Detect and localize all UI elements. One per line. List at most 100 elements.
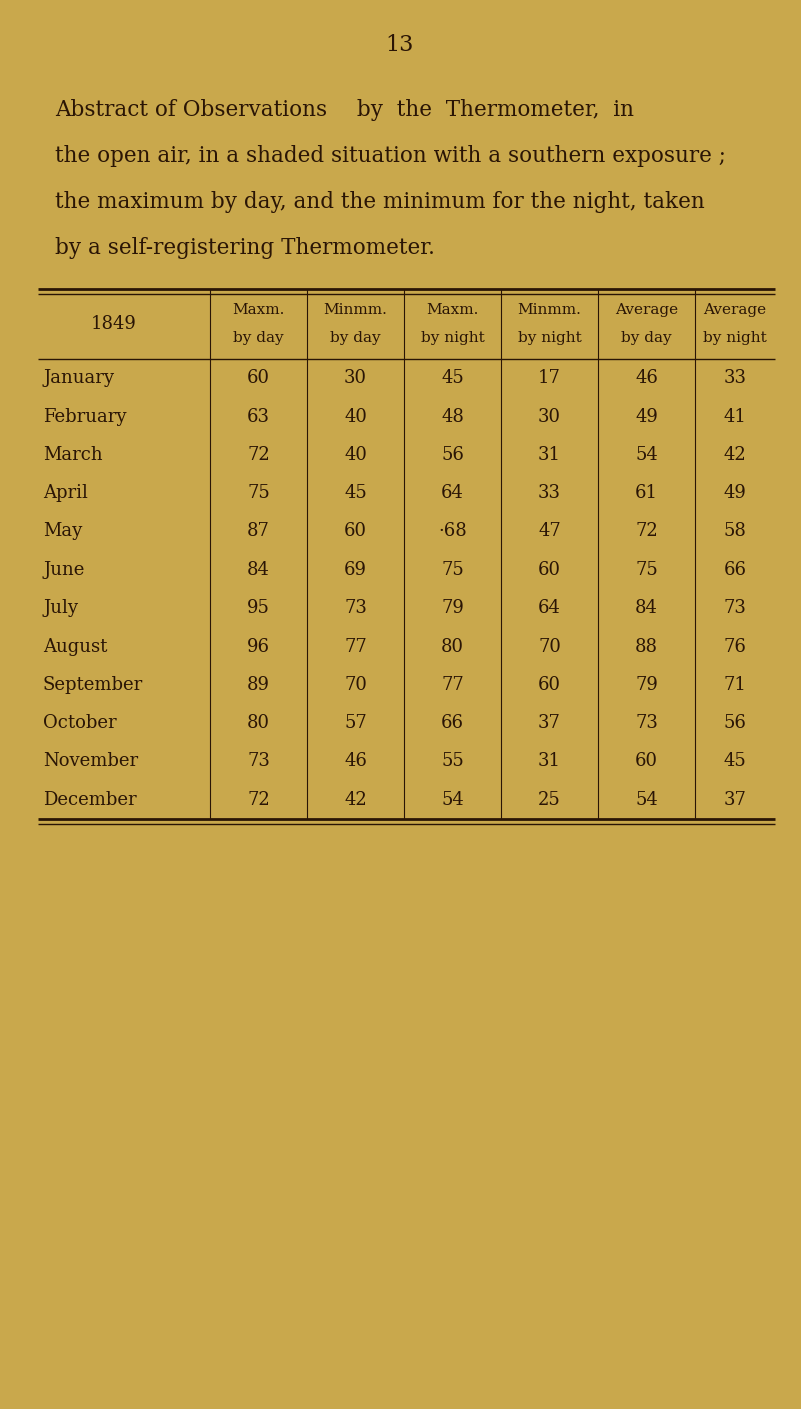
Text: August: August <box>43 637 107 655</box>
Text: 73: 73 <box>635 714 658 733</box>
Text: December: December <box>43 790 137 809</box>
Text: the maximum by day, and the minimum for the night, taken: the maximum by day, and the minimum for … <box>55 192 705 213</box>
Text: 49: 49 <box>723 485 747 502</box>
Text: 41: 41 <box>723 407 747 426</box>
Text: by a self-registering Thermometer.: by a self-registering Thermometer. <box>55 237 435 259</box>
Text: 25: 25 <box>538 790 561 809</box>
Text: November: November <box>43 752 138 771</box>
Text: 31: 31 <box>538 752 561 771</box>
Text: September: September <box>43 676 143 693</box>
Text: 87: 87 <box>247 523 270 541</box>
Text: 64: 64 <box>441 485 464 502</box>
Text: Minmm.: Minmm. <box>517 303 582 317</box>
Text: Maxm.: Maxm. <box>232 303 284 317</box>
Text: 60: 60 <box>635 752 658 771</box>
Text: 75: 75 <box>635 561 658 579</box>
Text: 71: 71 <box>723 676 747 693</box>
Text: Maxm.: Maxm. <box>426 303 479 317</box>
Text: 60: 60 <box>538 676 561 693</box>
Text: 56: 56 <box>723 714 747 733</box>
Text: 58: 58 <box>723 523 747 541</box>
Text: 56: 56 <box>441 445 464 464</box>
Text: 54: 54 <box>441 790 464 809</box>
Text: 60: 60 <box>247 369 270 387</box>
Text: 72: 72 <box>248 445 270 464</box>
Text: 77: 77 <box>344 637 367 655</box>
Text: 60: 60 <box>538 561 561 579</box>
Text: 88: 88 <box>635 637 658 655</box>
Text: Minmm.: Minmm. <box>324 303 388 317</box>
Text: March: March <box>43 445 103 464</box>
Text: 46: 46 <box>344 752 367 771</box>
Text: by day: by day <box>233 331 284 345</box>
Text: 75: 75 <box>248 485 270 502</box>
Text: ·68: ·68 <box>438 523 467 541</box>
Text: 84: 84 <box>247 561 270 579</box>
Text: 40: 40 <box>344 445 367 464</box>
Text: 42: 42 <box>344 790 367 809</box>
Text: 89: 89 <box>247 676 270 693</box>
Text: Average: Average <box>615 303 678 317</box>
Text: 33: 33 <box>538 485 561 502</box>
Text: 33: 33 <box>723 369 747 387</box>
Text: 61: 61 <box>635 485 658 502</box>
Text: 66: 66 <box>441 714 464 733</box>
Text: 46: 46 <box>635 369 658 387</box>
Text: May: May <box>43 523 83 541</box>
Text: 72: 72 <box>635 523 658 541</box>
Text: by  the  Thermometer,  in: by the Thermometer, in <box>350 99 634 121</box>
Text: 70: 70 <box>344 676 367 693</box>
Text: 73: 73 <box>247 752 270 771</box>
Text: 72: 72 <box>248 790 270 809</box>
Text: 54: 54 <box>635 790 658 809</box>
Text: 60: 60 <box>344 523 367 541</box>
Text: by night: by night <box>703 331 767 345</box>
Text: 73: 73 <box>344 599 367 617</box>
Text: 45: 45 <box>441 369 464 387</box>
Text: by night: by night <box>421 331 485 345</box>
Text: 45: 45 <box>723 752 747 771</box>
Text: 30: 30 <box>538 407 561 426</box>
Text: 80: 80 <box>247 714 270 733</box>
Text: 66: 66 <box>723 561 747 579</box>
Text: 57: 57 <box>344 714 367 733</box>
Text: 37: 37 <box>538 714 561 733</box>
Text: 30: 30 <box>344 369 367 387</box>
Text: July: July <box>43 599 78 617</box>
Text: 79: 79 <box>441 599 464 617</box>
Text: 75: 75 <box>441 561 464 579</box>
Text: 40: 40 <box>344 407 367 426</box>
Text: June: June <box>43 561 84 579</box>
Text: January: January <box>43 369 114 387</box>
Text: 1849: 1849 <box>91 316 137 333</box>
Text: 45: 45 <box>344 485 367 502</box>
Text: 64: 64 <box>538 599 561 617</box>
Text: February: February <box>43 407 127 426</box>
Text: 13: 13 <box>386 34 414 56</box>
Text: by day: by day <box>622 331 672 345</box>
Text: 48: 48 <box>441 407 464 426</box>
Text: 17: 17 <box>538 369 561 387</box>
Text: 80: 80 <box>441 637 464 655</box>
Text: 49: 49 <box>635 407 658 426</box>
Text: 70: 70 <box>538 637 561 655</box>
Text: 73: 73 <box>723 599 747 617</box>
Text: 42: 42 <box>723 445 747 464</box>
Text: by day: by day <box>330 331 380 345</box>
Text: 69: 69 <box>344 561 367 579</box>
Text: October: October <box>43 714 117 733</box>
Text: 84: 84 <box>635 599 658 617</box>
Text: April: April <box>43 485 88 502</box>
Text: 31: 31 <box>538 445 561 464</box>
Text: Average: Average <box>703 303 767 317</box>
Text: 79: 79 <box>635 676 658 693</box>
Text: by night: by night <box>517 331 582 345</box>
Text: 47: 47 <box>538 523 561 541</box>
Text: 77: 77 <box>441 676 464 693</box>
Text: Abstract of Observations: Abstract of Observations <box>55 99 327 121</box>
Text: 76: 76 <box>723 637 747 655</box>
Text: the open air, in a shaded situation with a southern exposure ;: the open air, in a shaded situation with… <box>55 145 726 168</box>
Text: 55: 55 <box>441 752 464 771</box>
Text: 54: 54 <box>635 445 658 464</box>
Text: 63: 63 <box>247 407 270 426</box>
